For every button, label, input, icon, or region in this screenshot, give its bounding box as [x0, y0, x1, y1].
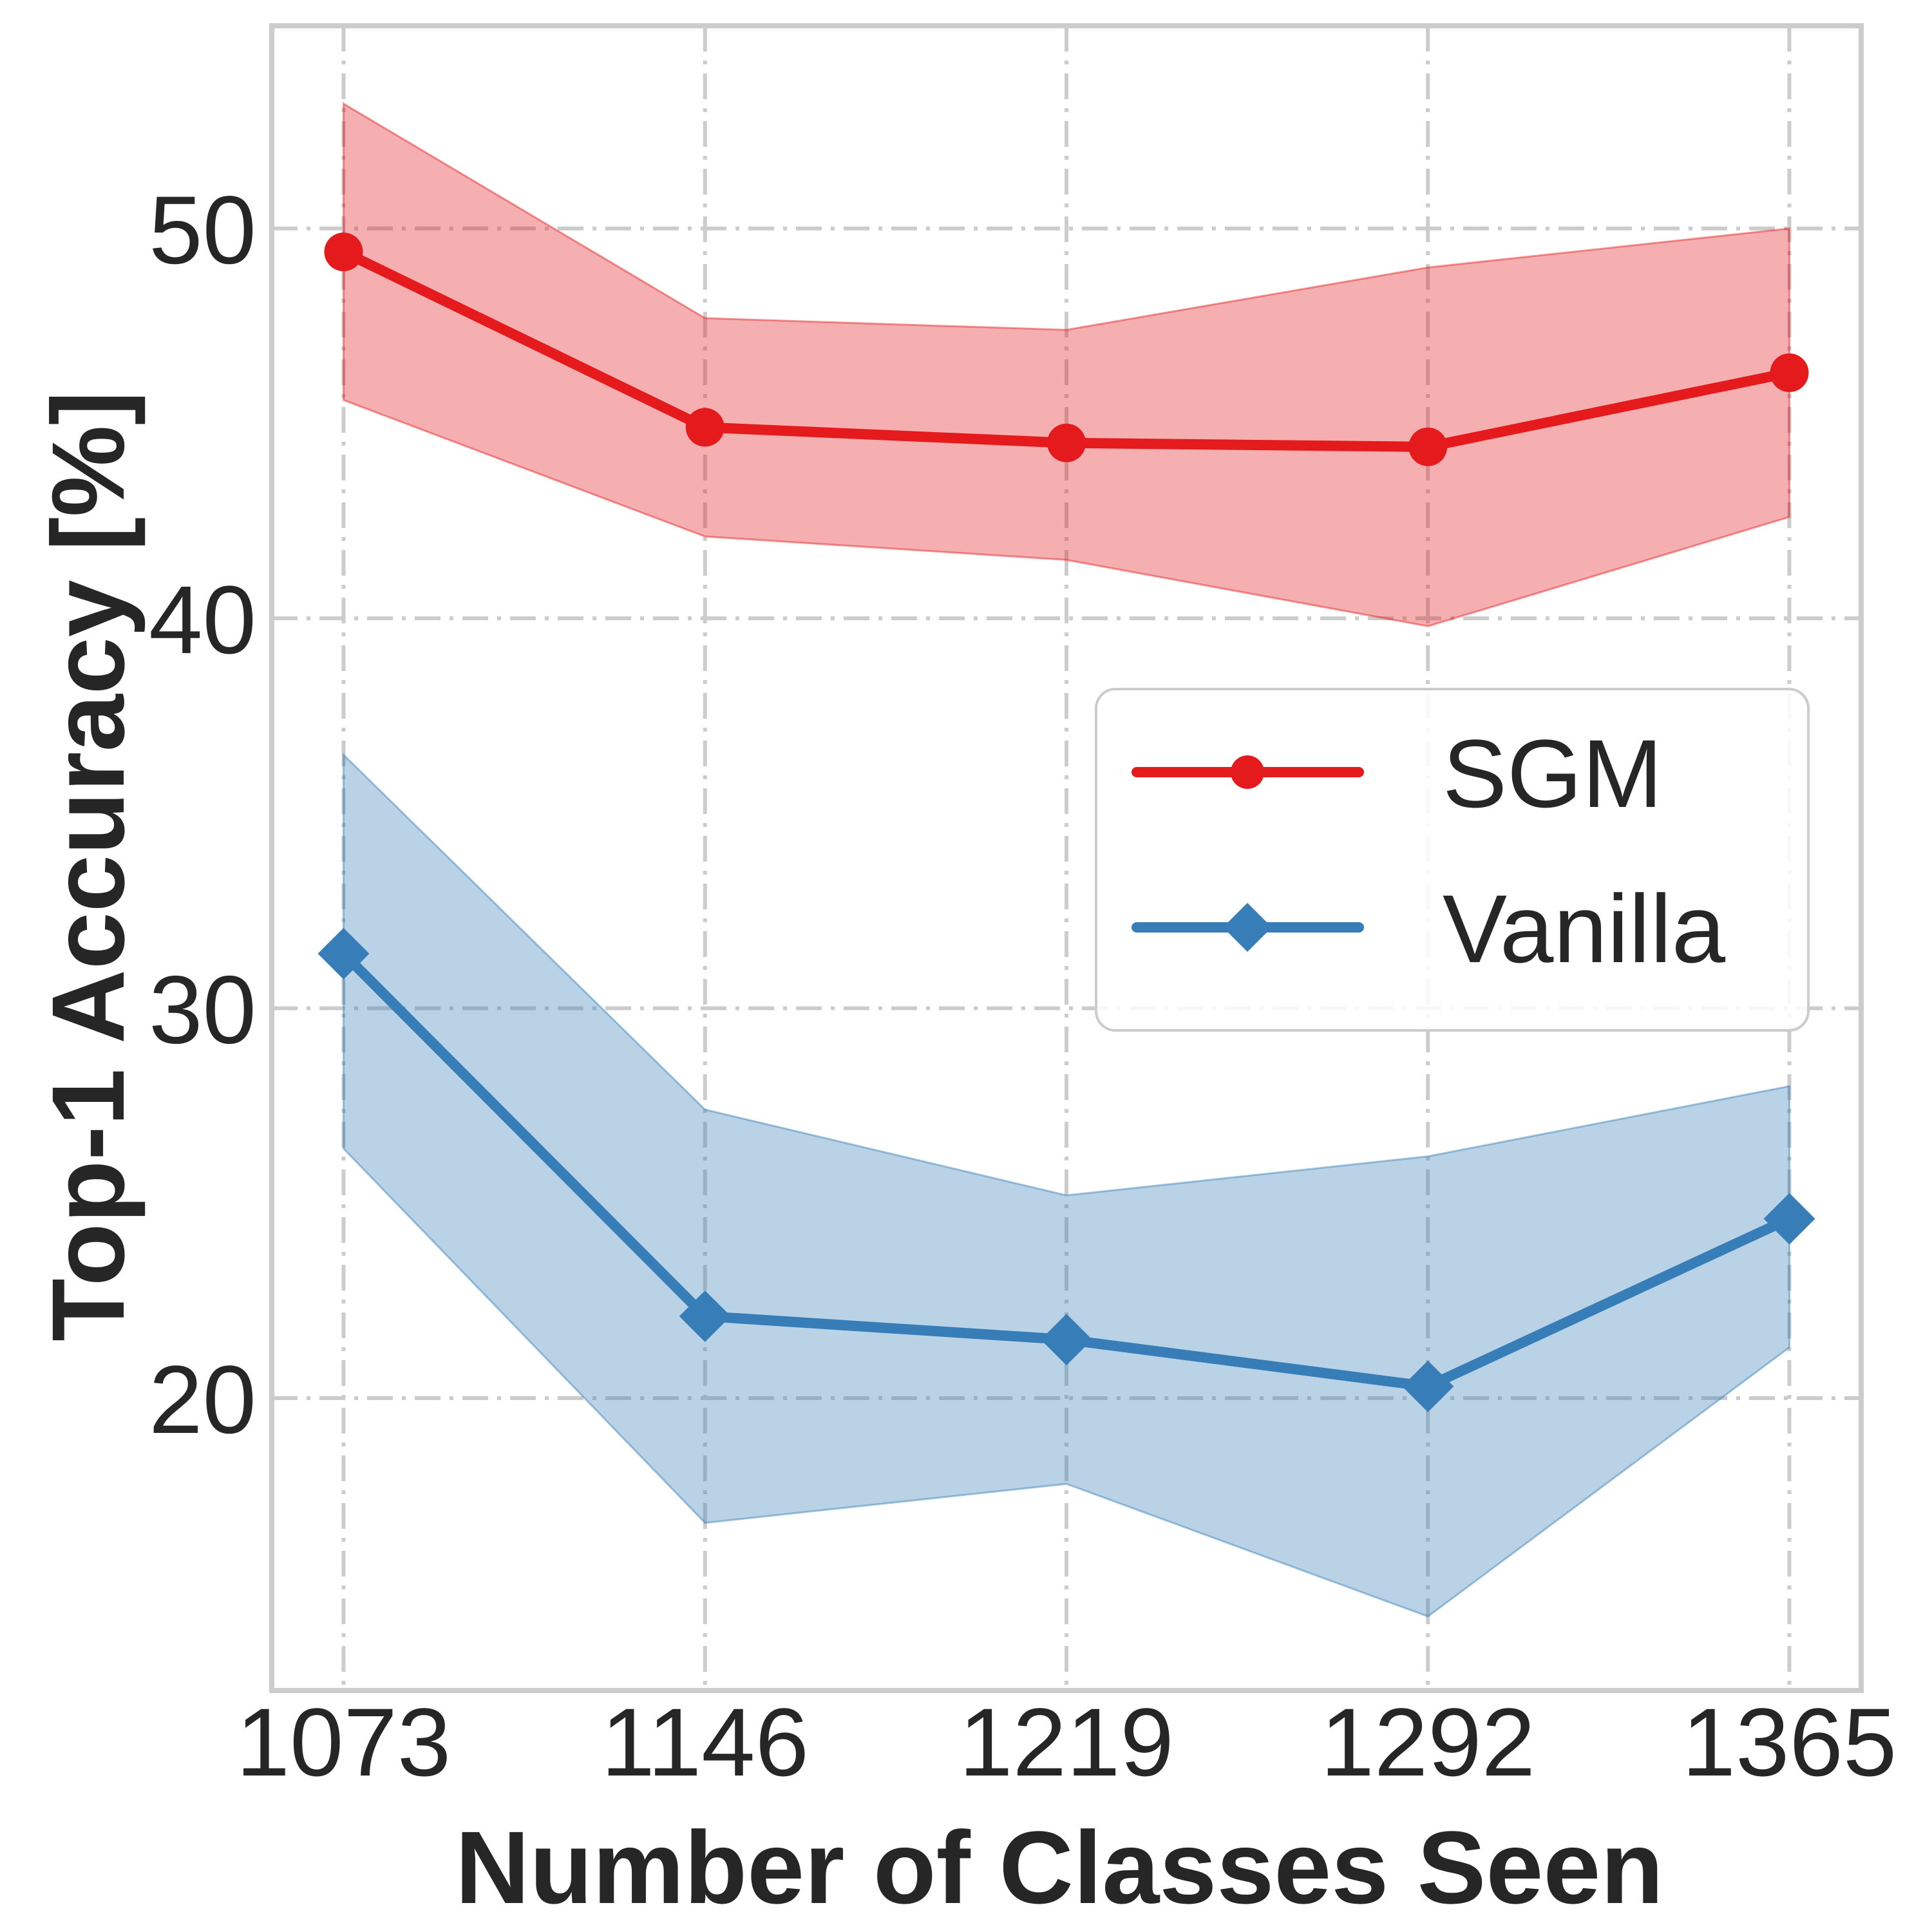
legend-label-sgm: SGM: [1443, 719, 1663, 828]
y-axis-title: Top-1 Accuracy [%]: [30, 391, 146, 1341]
legend: SGM Vanilla: [1095, 688, 1810, 1032]
x-tick-labels: 1073 1146 1219 1292 1365: [236, 1688, 1897, 1796]
x-tick-label: 1146: [601, 1688, 809, 1796]
y-tick-label: 40: [149, 565, 256, 674]
y-tick-label: 50: [149, 176, 256, 284]
legend-marker-vanilla: [1223, 903, 1272, 952]
data-point-vanilla: [1402, 1360, 1454, 1412]
plot-frame: [269, 23, 1864, 1693]
data-point-vanilla: [679, 1290, 731, 1342]
data-point-vanilla: [1041, 1314, 1092, 1366]
y-tick-labels: 20 30 40 50: [149, 176, 256, 1454]
x-tick-label: 1073: [236, 1688, 451, 1796]
legend-label-vanilla: Vanilla: [1443, 875, 1726, 983]
y-tick-label: 20: [149, 1345, 256, 1454]
data-point-vanilla: [1763, 1193, 1815, 1245]
data-point-sgm: [1047, 423, 1086, 462]
x-axis-title: Number of Classes Seen: [455, 1810, 1663, 1925]
data-point-vanilla: [317, 927, 370, 980]
y-tick-label: 30: [149, 956, 256, 1064]
legend-marker-sgm: [1231, 755, 1264, 789]
error-band-sgm: [342, 102, 1791, 627]
x-tick-label: 1365: [1682, 1688, 1897, 1796]
x-tick-label: 1292: [1320, 1688, 1535, 1796]
data-point-sgm: [1770, 353, 1809, 392]
data-point-sgm: [1408, 427, 1448, 466]
data-point-sgm: [324, 232, 363, 272]
data-point-sgm: [685, 408, 724, 447]
series-markers: [317, 232, 1815, 1412]
x-tick-label: 1219: [959, 1688, 1174, 1796]
